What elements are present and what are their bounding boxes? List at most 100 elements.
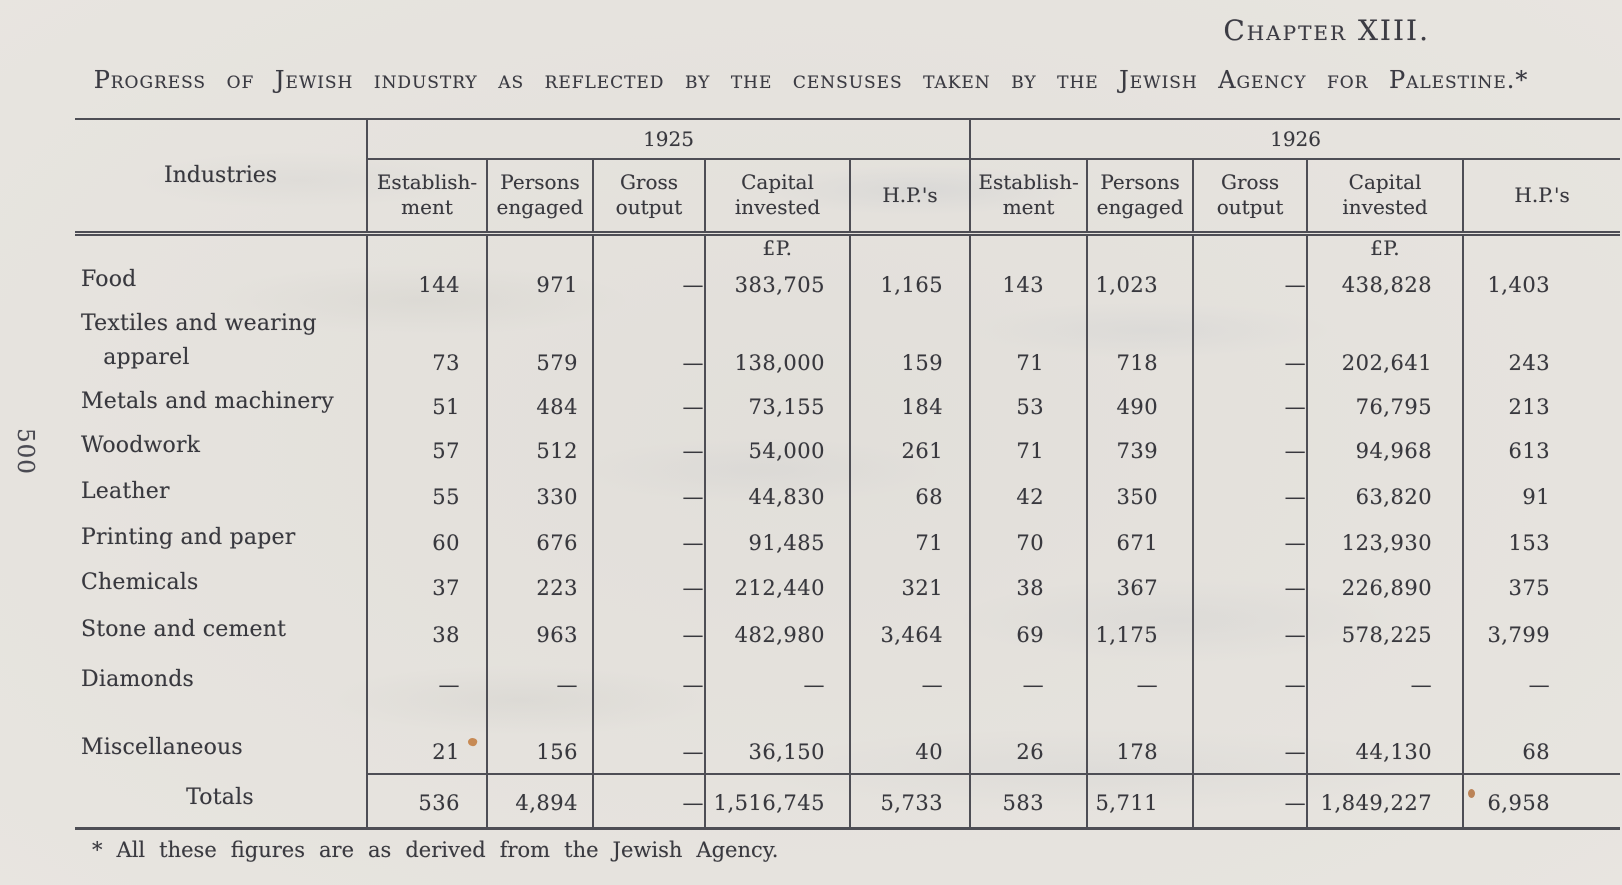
- value-cell: 54,000: [704, 427, 850, 472]
- col-header-capital-1925: Capital invested: [704, 159, 850, 236]
- value-cell: 375: [1462, 563, 1621, 609]
- currency-label-cell: [969, 233, 1088, 262]
- value-cell: —: [1086, 655, 1194, 706]
- industry-cell: Food: [81, 266, 137, 292]
- totals-value-cell: 5,711: [1086, 772, 1194, 829]
- col-header-gross-output-1926: Gross output: [1192, 159, 1308, 236]
- value-cell: 71: [969, 427, 1088, 472]
- currency-label-cell: [848, 233, 971, 262]
- value-cell: —: [1192, 608, 1308, 656]
- value-cell: —: [1192, 305, 1308, 384]
- currency-label-cell: [1192, 233, 1308, 262]
- currency-label-cell: £P.: [704, 233, 850, 262]
- value-cell: 76,795: [1306, 383, 1464, 428]
- currency-label-cell: £P.: [1306, 233, 1464, 262]
- value-cell: 579: [486, 305, 593, 384]
- value-cell: 123,930: [1306, 517, 1464, 564]
- currency-label-cell: [592, 233, 705, 262]
- table-row: Printing and paper 60 676—91,485 71 70 671—12…: [75, 517, 1621, 564]
- table-row: Chemicals 37 223—212,440 321 38 367—226,890 37…: [75, 563, 1621, 609]
- value-cell: 226,890: [1306, 563, 1464, 609]
- value-cell: —: [848, 655, 971, 706]
- industry-cell: Leather: [81, 478, 170, 504]
- value-cell: —: [1192, 563, 1308, 609]
- currency-label-cell: [486, 233, 593, 262]
- value-cell: 26: [969, 705, 1088, 774]
- totals-value-cell: 6,958: [1462, 772, 1621, 829]
- value-cell: —: [1192, 705, 1308, 774]
- value-cell: 223: [486, 563, 593, 609]
- value-cell: 21: [366, 705, 487, 774]
- value-cell: 512: [486, 427, 593, 472]
- value-cell: 38: [969, 563, 1088, 609]
- value-cell: —: [1192, 261, 1308, 306]
- value-cell: —: [1192, 383, 1308, 428]
- industry-cell: Chemicals: [81, 569, 199, 595]
- totals-value-cell: 1,849,227: [1306, 772, 1464, 829]
- value-cell: 963: [486, 608, 593, 656]
- value-cell: 91,485: [704, 517, 850, 564]
- col-header-gross-output-1925: Gross output: [592, 159, 705, 236]
- value-cell: 94,968: [1306, 427, 1464, 472]
- value-cell: 44,830: [704, 471, 850, 518]
- value-cell: —: [592, 427, 705, 472]
- value-cell: 60: [366, 517, 487, 564]
- value-cell: 1,165: [848, 261, 971, 306]
- value-cell: 3,464: [848, 608, 971, 656]
- value-cell: 38: [366, 608, 487, 656]
- value-cell: —: [592, 471, 705, 518]
- value-cell: 156: [486, 705, 593, 774]
- value-cell: 213: [1462, 383, 1621, 428]
- industry-cell: [75, 233, 367, 262]
- value-cell: 739: [1086, 427, 1194, 472]
- value-cell: 718: [1086, 305, 1194, 384]
- value-cell: 91: [1462, 471, 1621, 518]
- value-cell: 57: [366, 427, 487, 472]
- currency-label-cell: [1086, 233, 1194, 262]
- value-cell: 490: [1086, 383, 1194, 428]
- value-cell: —: [366, 655, 487, 706]
- value-cell: 44,130: [1306, 705, 1464, 774]
- column-header-row: Establish- ment Persons engaged Gross ou…: [75, 159, 1621, 236]
- value-cell: 71: [969, 305, 1088, 384]
- value-cell: 438,828: [1306, 261, 1464, 306]
- col-header-hp-1925: H.P.'s: [848, 159, 971, 236]
- table-row: Textiles and wearing apparel 73 579—138,00…: [75, 305, 1621, 384]
- value-cell: —: [1192, 471, 1308, 518]
- table-row: Miscellaneous 21 156—36,150 40 26 178—44,130 6…: [75, 705, 1621, 774]
- currency-row: £P. £P.: [75, 233, 1621, 262]
- value-cell: 383,705: [704, 261, 850, 306]
- value-cell: —: [704, 655, 850, 706]
- footnote: * All these figures are as derived from …: [92, 838, 778, 862]
- table-row: Diamonds — — — — — — — — — —: [75, 655, 1621, 706]
- value-cell: 73: [366, 305, 487, 384]
- value-cell: 971: [486, 261, 593, 306]
- totals-value-cell: 5,733: [848, 772, 971, 829]
- value-cell: 63,820: [1306, 471, 1464, 518]
- value-cell: 70: [969, 517, 1088, 564]
- table-row: Stone and cement 38 963—482,980 3,464 69 1,17…: [75, 608, 1621, 656]
- value-cell: —: [592, 383, 705, 428]
- value-cell: —: [1192, 427, 1308, 472]
- value-cell: 144: [366, 261, 487, 306]
- page-number: 500: [12, 428, 38, 475]
- value-cell: 350: [1086, 471, 1194, 518]
- year-header-row: Industries 1925 1926: [75, 119, 1621, 236]
- col-header-capital-1926: Capital invested: [1306, 159, 1464, 236]
- value-cell: 71: [848, 517, 971, 564]
- value-cell: 484: [486, 383, 593, 428]
- industry-cell: Metals and machinery: [81, 388, 334, 414]
- table-row: Woodwork 57 512—54,000 261 71 739—94,968 613: [75, 427, 1621, 472]
- value-cell: 143: [969, 261, 1088, 306]
- value-cell: —: [592, 608, 705, 656]
- totals-value-cell: —: [592, 772, 705, 829]
- value-cell: 202,641: [1306, 305, 1464, 384]
- value-cell: 153: [1462, 517, 1621, 564]
- value-cell: 159: [848, 305, 971, 384]
- value-cell: 73,155: [704, 383, 850, 428]
- col-header-establishment-1926: Establish- ment: [969, 159, 1088, 236]
- value-cell: 330: [486, 471, 593, 518]
- value-cell: —: [969, 655, 1088, 706]
- year-header-1925: 1925: [365, 119, 971, 160]
- totals-value-cell: 536: [366, 772, 487, 829]
